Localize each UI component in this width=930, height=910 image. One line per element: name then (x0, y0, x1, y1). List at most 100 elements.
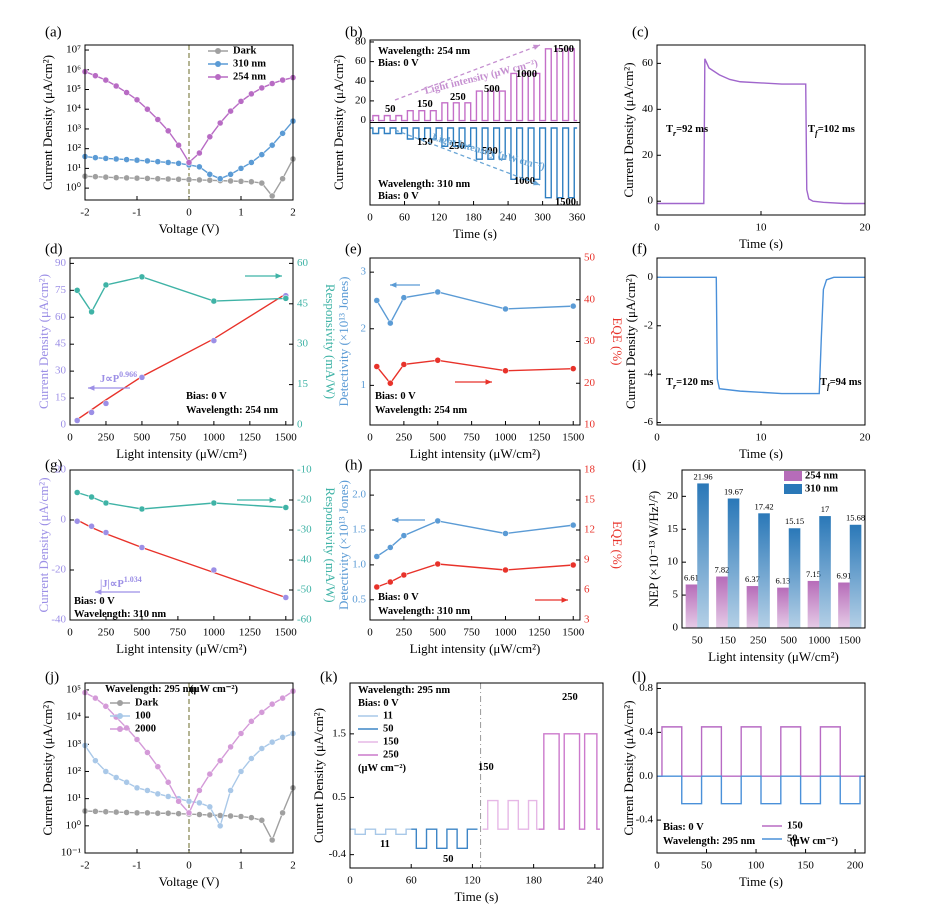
data-point (373, 583, 381, 591)
y-tick-label: -6 (644, 416, 654, 428)
annotation-text: 1000 (514, 176, 535, 187)
data-point (387, 319, 394, 327)
panel-label: (f) (632, 241, 647, 257)
data-point (175, 141, 182, 149)
data-point (112, 808, 120, 816)
y2-axis-label: Responsivity (mA/W) (323, 487, 338, 602)
data-point (73, 417, 81, 424)
annotation-text: Wavelength: 254 nm (186, 405, 278, 416)
bar-value-label: 7.82 (715, 564, 730, 574)
annotation: Bias: 0 V (375, 391, 416, 402)
x-axis-label: Time (s) (453, 226, 497, 241)
y-tick-label: 3 (361, 266, 367, 278)
data-point (502, 566, 509, 574)
data-point (144, 105, 151, 113)
annotation-text: 150 (417, 137, 433, 148)
plot-frame (369, 257, 581, 426)
bar (727, 498, 740, 628)
annotation-sup: 1.034 (124, 575, 142, 584)
y-tick-label: 10⁵ (66, 83, 81, 95)
x-tick-label: 750 (170, 627, 187, 639)
data-point (133, 784, 141, 792)
panel-label: (d) (45, 241, 63, 257)
data-point (88, 409, 95, 416)
plot-frame (656, 682, 866, 854)
arrow-head (88, 385, 95, 391)
y-tick-label: 10⁴ (66, 103, 81, 115)
y-axis-label: Current Density (μA/cm²) (623, 274, 638, 409)
series-line (370, 48, 578, 122)
x-tick-label: 500 (429, 432, 446, 444)
data-point (138, 273, 146, 281)
panel: (j)Voltage (V)Current Density (μA/cm²)10… (40, 669, 297, 889)
x-tick-label: 250 (396, 627, 413, 639)
data-point (237, 768, 245, 775)
x-axis-label: Light intensity (μW/cm²) (410, 641, 541, 656)
annotation: Bias: 0 V (186, 391, 227, 402)
annotation: Wavelength: 254 nm (378, 46, 470, 57)
y-tick-label: 2.0 (352, 489, 366, 501)
y-axis-label: Current Density (μA/cm²) (40, 55, 55, 190)
series-line (76, 293, 287, 421)
data-point (123, 779, 130, 786)
x-tick-label: 200 (847, 860, 864, 872)
panel: (c) Time (s) Current Density (μA/cm²) 0 20 40… (621, 24, 871, 251)
y-tick-label: 40 (642, 103, 654, 115)
annotation-text: Wavelength: 254 nm (378, 46, 470, 57)
panel: (a)Voltage (V)Current Density (μA/cm²) 10… (40, 24, 297, 236)
annotation-text: Bias: 0 V (663, 822, 704, 833)
data-point (123, 809, 130, 816)
y-tick-label: 60 (55, 311, 67, 323)
x-tick-label: 750 (170, 432, 187, 444)
x-tick-label: 100 (748, 860, 765, 872)
data-point (102, 529, 110, 536)
annotation: Wavelength: 295 nm (663, 836, 755, 847)
x-tick-label: 10 (756, 222, 768, 234)
annotation: 250 (562, 692, 578, 703)
data-point (210, 566, 218, 574)
data-point (237, 813, 245, 820)
x-tick-label: 250 (396, 432, 413, 444)
data-point (434, 517, 441, 525)
data-point (248, 178, 255, 186)
x-tick-label: 20 (860, 432, 872, 444)
annotation-text: Bias: 0 V (375, 391, 416, 402)
legend-label: Dark (135, 697, 158, 708)
data-point (144, 749, 151, 756)
bar (838, 582, 850, 628)
annotation-tail: =92 ms (676, 124, 708, 135)
data-point (248, 755, 255, 762)
data-point (88, 308, 95, 316)
data-point (175, 160, 182, 167)
data-point (138, 374, 146, 381)
annotation: 1000 (516, 69, 537, 80)
x-tick-label: 1500 (839, 635, 862, 647)
data-point (185, 176, 193, 183)
y2-tick-label: 12 (584, 524, 595, 536)
annotation: Bias: 0 V (378, 58, 419, 69)
data-point (400, 532, 408, 539)
y-tick-label: 0 (648, 271, 654, 283)
data-point (164, 175, 172, 183)
data-point (282, 504, 290, 511)
annotation: Tf=102 ms (808, 124, 855, 138)
annotation: 1500 (553, 44, 574, 55)
annotation-text: T (666, 124, 673, 135)
x-axis-label: Time (s) (455, 889, 499, 904)
legend-label: 100 (135, 710, 151, 721)
arrow-head (390, 282, 397, 288)
x-axis-label: Light intensity (μW/cm²) (116, 641, 247, 656)
x-tick-label: 0 (367, 212, 373, 224)
data-point (206, 171, 214, 178)
annotation: Wavelength: 310 nm (378, 606, 470, 617)
x-tick-label: 360 (569, 212, 586, 224)
data-point (227, 177, 234, 185)
x-tick-label: 1 (238, 207, 244, 219)
bar (758, 513, 770, 628)
data-point (175, 798, 182, 805)
x-tick-label: 20 (860, 222, 872, 234)
series-line (657, 775, 865, 805)
data-point (196, 799, 203, 807)
bar (685, 584, 698, 628)
legend-label: Dark (233, 45, 256, 56)
